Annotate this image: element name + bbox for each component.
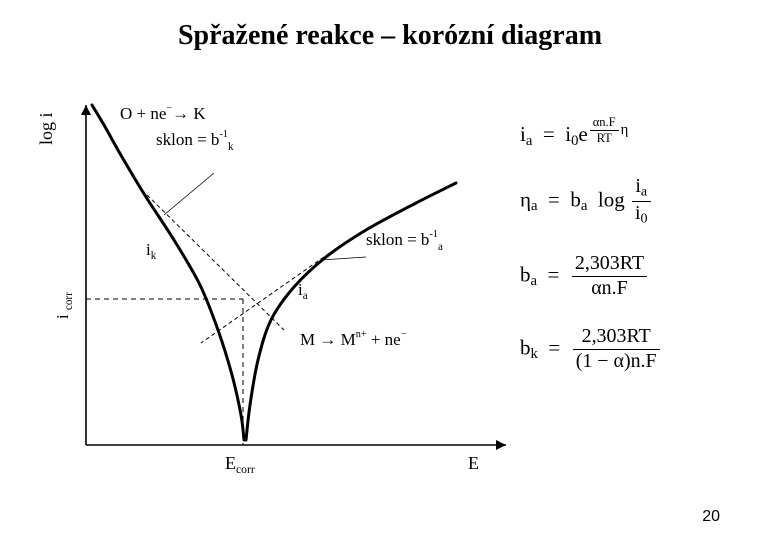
svg-text:ik: ik xyxy=(146,240,157,262)
svg-text:log i: log i xyxy=(36,112,56,145)
slide-number: 20 xyxy=(702,508,720,526)
equations-panel: ia = i0eαn.FRTη ηa = ba log ia i0 ba = 2… xyxy=(520,105,750,398)
svg-text:E: E xyxy=(468,453,479,473)
svg-text:Ecorr: Ecorr xyxy=(225,453,255,476)
svg-text:O + ne−→ K: O + ne−→ K xyxy=(120,103,206,123)
svg-text:sklon = b-1k: sklon = b-1k xyxy=(156,129,234,153)
evans-diagram: Elog i Ecorr i corr O + ne−→ K sklon = b-1k i… xyxy=(36,85,516,485)
svg-text:M → Mn+ + ne−: M → Mn+ + ne− xyxy=(300,329,407,349)
svg-text:ia: ia xyxy=(298,280,308,302)
equation-ba: ba = 2,303RT αn.F xyxy=(520,252,750,301)
svg-text:i corr: i corr xyxy=(53,292,75,319)
svg-text:sklon = b-1a: sklon = b-1a xyxy=(366,229,443,253)
equation-ia-exp: ia = i0eαn.FRTη xyxy=(520,115,750,151)
equation-eta: ηa = ba log ia i0 xyxy=(520,175,750,228)
equation-bk: bk = 2,303RT (1 − α)n.F xyxy=(520,325,750,374)
page-title: Spřažené reakce – korózní diagram xyxy=(0,20,780,52)
